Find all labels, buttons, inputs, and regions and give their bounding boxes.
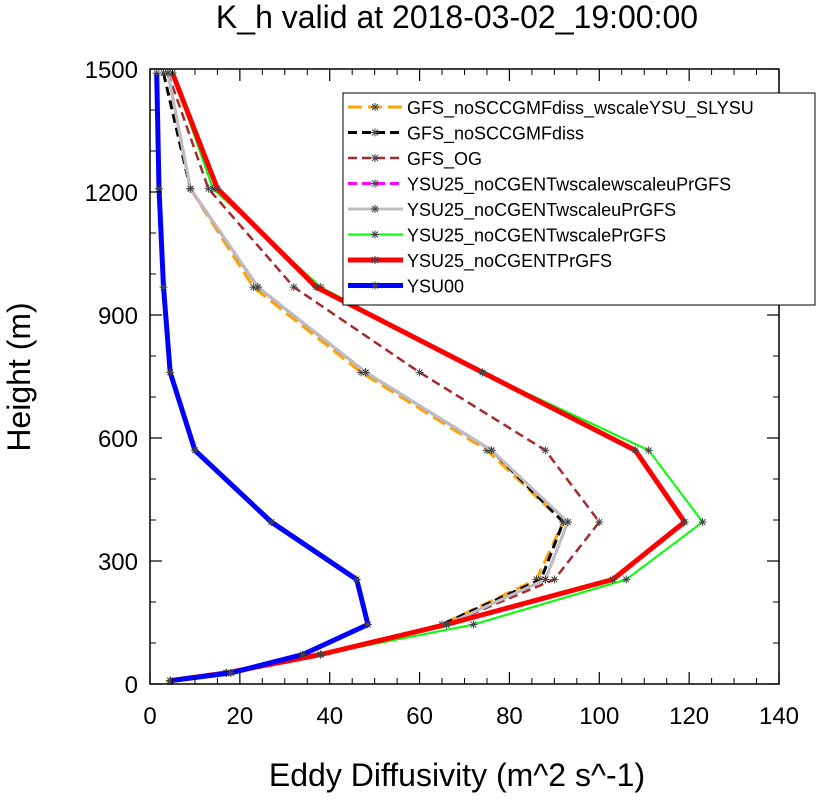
y-tick-label-4: 1200 (85, 180, 138, 207)
series-7-point-7 (166, 368, 175, 377)
series-6-point-5 (680, 518, 689, 527)
y-tick-label-1: 300 (98, 549, 138, 576)
y-tick-label-5: 1500 (85, 57, 138, 84)
series-6-point-2 (316, 650, 325, 659)
y-tick-label-3: 900 (98, 303, 138, 330)
series-7-point-2 (298, 650, 307, 659)
series-4-point-5 (563, 518, 572, 527)
series-7-point-5 (267, 518, 276, 527)
x-tick-label-2: 40 (316, 703, 343, 730)
y-tick-label-0: 0 (125, 672, 138, 699)
series-2-point-8 (289, 283, 298, 292)
series-4-point-9 (186, 184, 195, 193)
y-tick-label-2: 600 (98, 426, 138, 453)
y-axis-label: Height (m) (1, 302, 37, 451)
series-7-point-1 (226, 668, 235, 677)
x-tick-label-4: 80 (496, 703, 523, 730)
legend-label-3: YSU25_noCGENTwscalewscaleuPrGFS (407, 175, 731, 196)
series-5-point-5 (698, 518, 707, 527)
axes: 0 20 40 60 80 100 120 140 0 300 600 900 1200 1500 (85, 57, 799, 730)
series-7-point-9 (154, 184, 163, 193)
legend-entry-3: YSU25_noCGENTwscalewscaleuPrGFS (348, 175, 731, 196)
legend: GFS_noSCCGMFdiss_wscaleYSU_SLYSU GFS_noSC… (342, 92, 816, 306)
legend-entry-7: YSU00 (348, 277, 464, 297)
legend-label-6: YSU25_noCGENTPrGFS (407, 251, 612, 272)
legend-entry-4: YSU25_noCGENTwscaleuPrGFS (348, 200, 676, 221)
series-2-point-5 (595, 518, 604, 527)
series-4-point-7 (361, 368, 370, 377)
series-2-point-6 (541, 446, 550, 455)
x-tick-label-1: 20 (227, 703, 254, 730)
series-4-point-8 (253, 283, 262, 292)
legend-label-0: GFS_noSCCGMFdiss_wscaleYSU_SLYSU (407, 98, 754, 119)
series-6-point-8 (312, 283, 321, 292)
series-6-point-6 (631, 446, 640, 455)
series-6-point-7 (478, 368, 487, 377)
x-tick-label-3: 60 (406, 703, 433, 730)
series-7-point-10 (152, 69, 161, 78)
series-5-point-4 (622, 575, 631, 584)
series-7-point-6 (190, 446, 199, 455)
x-tick-label-6: 120 (669, 703, 709, 730)
legend-label-7: YSU00 (407, 277, 464, 297)
x-tick-label-7: 140 (759, 703, 799, 730)
x-axis-label: Eddy Diffusivity (m^2 s^-1) (269, 757, 645, 793)
legend-entry-2: GFS_OG (348, 149, 482, 170)
legend-label-2: GFS_OG (407, 149, 482, 170)
legend-label-5: YSU25_noCGENTwscalePrGFS (407, 226, 666, 247)
series-2-point-7 (415, 368, 424, 377)
series-4-point-4 (541, 575, 550, 584)
series-7-point-4 (352, 575, 361, 584)
legend-entry-0: GFS_noSCCGMFdiss_wscaleYSU_SLYSU (348, 98, 754, 119)
series-2-point-4 (550, 575, 559, 584)
series-4-point-6 (487, 446, 496, 455)
series-5-point-6 (644, 446, 653, 455)
x-tick-label-0: 0 (143, 703, 156, 730)
series-6-point-4 (608, 575, 617, 584)
legend-entry-6: YSU25_noCGENTPrGFS (348, 251, 612, 272)
series-5-point-3 (469, 620, 478, 629)
series-7-point-3 (363, 620, 372, 629)
series-7-point-8 (159, 283, 168, 292)
x-tick-label-5: 100 (579, 703, 619, 730)
series-6-point-9 (213, 184, 222, 193)
legend-label-1: GFS_noSCCGMFdiss (407, 124, 584, 145)
series-line-7 (154, 73, 371, 684)
legend-box (342, 92, 816, 306)
legend-entry-1: GFS_noSCCGMFdiss (348, 124, 584, 145)
chart-title: K_h valid at 2018-03-02_19:00:00 (216, 0, 698, 35)
legend-label-4: YSU25_noCGENTwscaleuPrGFS (407, 200, 676, 221)
series-6-point-3 (442, 620, 451, 629)
legend-entry-5: YSU25_noCGENTwscalePrGFS (348, 226, 666, 247)
